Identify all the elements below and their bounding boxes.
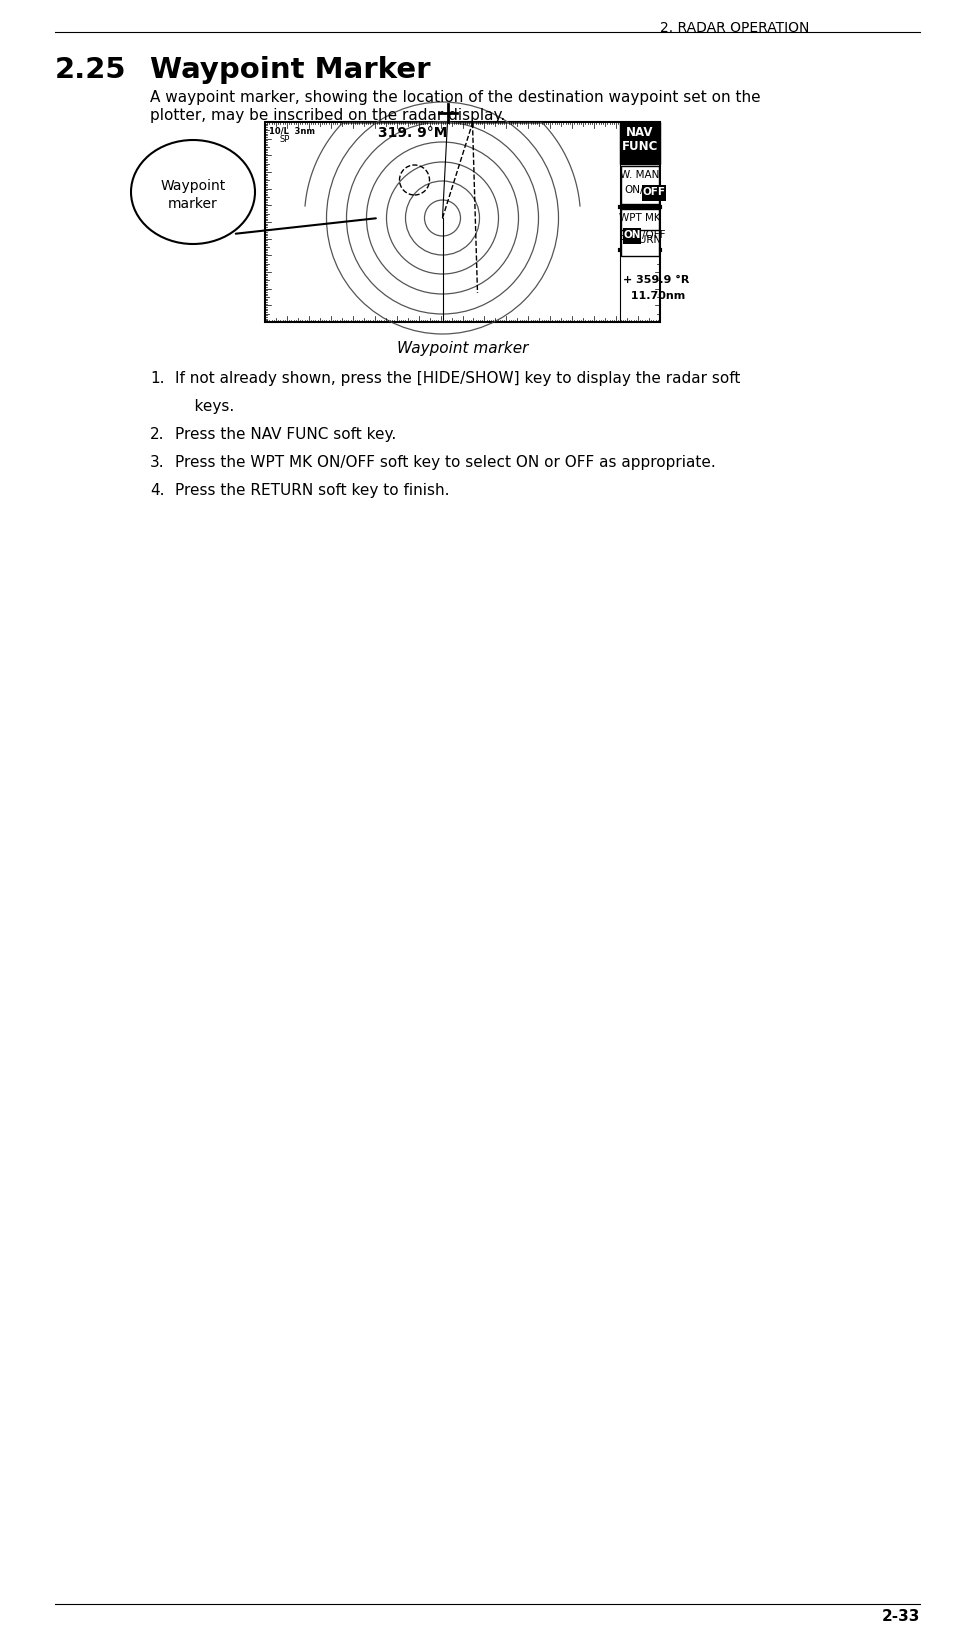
Bar bbox=[621, 166, 659, 206]
Text: If not already shown, press the [HIDE/SHOW] key to display the radar soft: If not already shown, press the [HIDE/SH… bbox=[175, 370, 741, 385]
Text: keys.: keys. bbox=[175, 398, 234, 415]
Text: OFF: OFF bbox=[642, 188, 666, 197]
Text: 2-33: 2-33 bbox=[882, 1608, 920, 1622]
Text: + 359.9 °R: + 359.9 °R bbox=[623, 274, 689, 286]
Text: W. MAN: W. MAN bbox=[620, 170, 660, 180]
Bar bbox=[621, 230, 659, 256]
Text: A waypoint marker, showing the location of the destination waypoint set on the: A waypoint marker, showing the location … bbox=[150, 90, 761, 104]
Text: RETURN: RETURN bbox=[619, 235, 661, 245]
Text: Waypoint marker: Waypoint marker bbox=[397, 341, 528, 356]
Text: SP: SP bbox=[279, 135, 290, 144]
Text: NAV
FUNC: NAV FUNC bbox=[622, 126, 658, 153]
Text: 3.: 3. bbox=[150, 455, 164, 470]
Text: Press the WPT MK ON/OFF soft key to select ON or OFF as appropriate.: Press the WPT MK ON/OFF soft key to sele… bbox=[175, 455, 715, 470]
Text: 10/L  3nm: 10/L 3nm bbox=[269, 126, 315, 135]
Text: 2.: 2. bbox=[150, 426, 164, 442]
Ellipse shape bbox=[131, 140, 255, 245]
Text: WPT MK: WPT MK bbox=[619, 212, 661, 224]
Text: Press the RETURN soft key to finish.: Press the RETURN soft key to finish. bbox=[175, 483, 449, 498]
Text: Press the NAV FUNC soft key.: Press the NAV FUNC soft key. bbox=[175, 426, 397, 442]
Bar bbox=[623, 228, 641, 245]
Text: 2.25: 2.25 bbox=[55, 55, 126, 83]
Text: Waypoint
marker: Waypoint marker bbox=[160, 180, 226, 211]
Text: 11.70nm: 11.70nm bbox=[623, 290, 685, 300]
Text: /OFF: /OFF bbox=[642, 230, 666, 240]
Text: 319. 9°M: 319. 9°M bbox=[377, 126, 447, 140]
Text: 4.: 4. bbox=[150, 483, 164, 498]
Text: ON: ON bbox=[623, 230, 641, 240]
Bar bbox=[621, 211, 659, 248]
Text: plotter, may be inscribed on the radar display.: plotter, may be inscribed on the radar d… bbox=[150, 108, 505, 122]
Bar bbox=[642, 186, 666, 202]
Bar bbox=[265, 122, 660, 323]
Text: ON/: ON/ bbox=[624, 184, 643, 194]
Text: 2. RADAR OPERATION: 2. RADAR OPERATION bbox=[660, 21, 810, 34]
Text: Waypoint Marker: Waypoint Marker bbox=[150, 55, 431, 83]
Bar bbox=[620, 122, 660, 165]
Text: 1.: 1. bbox=[150, 370, 164, 385]
